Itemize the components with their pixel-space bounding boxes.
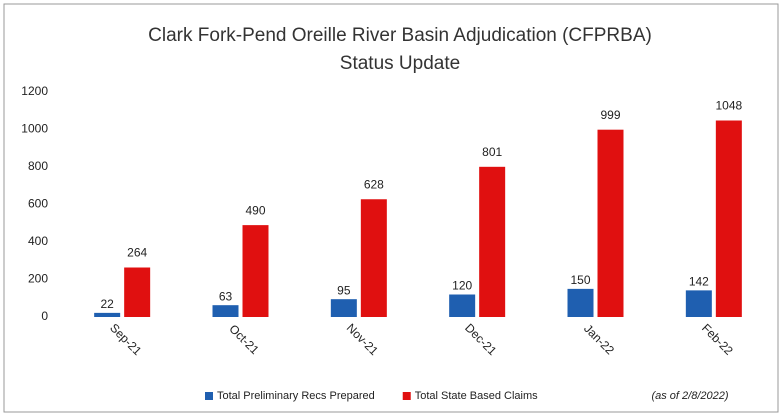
legend-label: Total State Based Claims [415, 390, 538, 402]
y-tick-label: 1000 [21, 122, 48, 136]
bar [360, 199, 387, 317]
bar [479, 166, 506, 317]
bar [449, 294, 476, 317]
legend-swatch [205, 392, 213, 400]
data-label: 95 [337, 283, 351, 297]
data-label: 628 [364, 177, 384, 191]
data-label: 1048 [715, 99, 742, 113]
data-label: 63 [219, 289, 233, 303]
y-tick-label: 1200 [21, 84, 48, 98]
bar [567, 288, 594, 317]
bar [94, 312, 121, 317]
y-tick-label: 0 [41, 309, 48, 323]
data-label: 120 [452, 279, 472, 293]
bar [212, 305, 239, 317]
data-label: 999 [600, 108, 620, 122]
bar [685, 290, 712, 317]
data-label: 22 [100, 297, 114, 311]
legend-label: Total Preliminary Recs Prepared [217, 390, 375, 402]
bar [715, 120, 742, 317]
data-label: 264 [127, 246, 147, 260]
chart-title: Clark Fork-Pend Oreille River Basin Adju… [148, 25, 652, 46]
legend-swatch [402, 392, 411, 400]
data-label: 801 [482, 145, 502, 159]
chart-frame [3, 3, 779, 413]
y-tick-label: 400 [28, 234, 48, 248]
data-label: 490 [245, 203, 265, 217]
bar [124, 267, 151, 317]
bar [597, 129, 624, 317]
y-tick-label: 800 [28, 159, 48, 173]
y-tick-label: 600 [28, 197, 48, 211]
chart-title: Status Update [340, 53, 460, 74]
bar [330, 299, 357, 317]
data-label: 142 [689, 275, 709, 289]
data-label: 150 [570, 273, 590, 287]
y-tick-label: 200 [28, 272, 48, 286]
annotation: (as of 2/8/2022) [651, 390, 728, 402]
bar [242, 225, 269, 317]
